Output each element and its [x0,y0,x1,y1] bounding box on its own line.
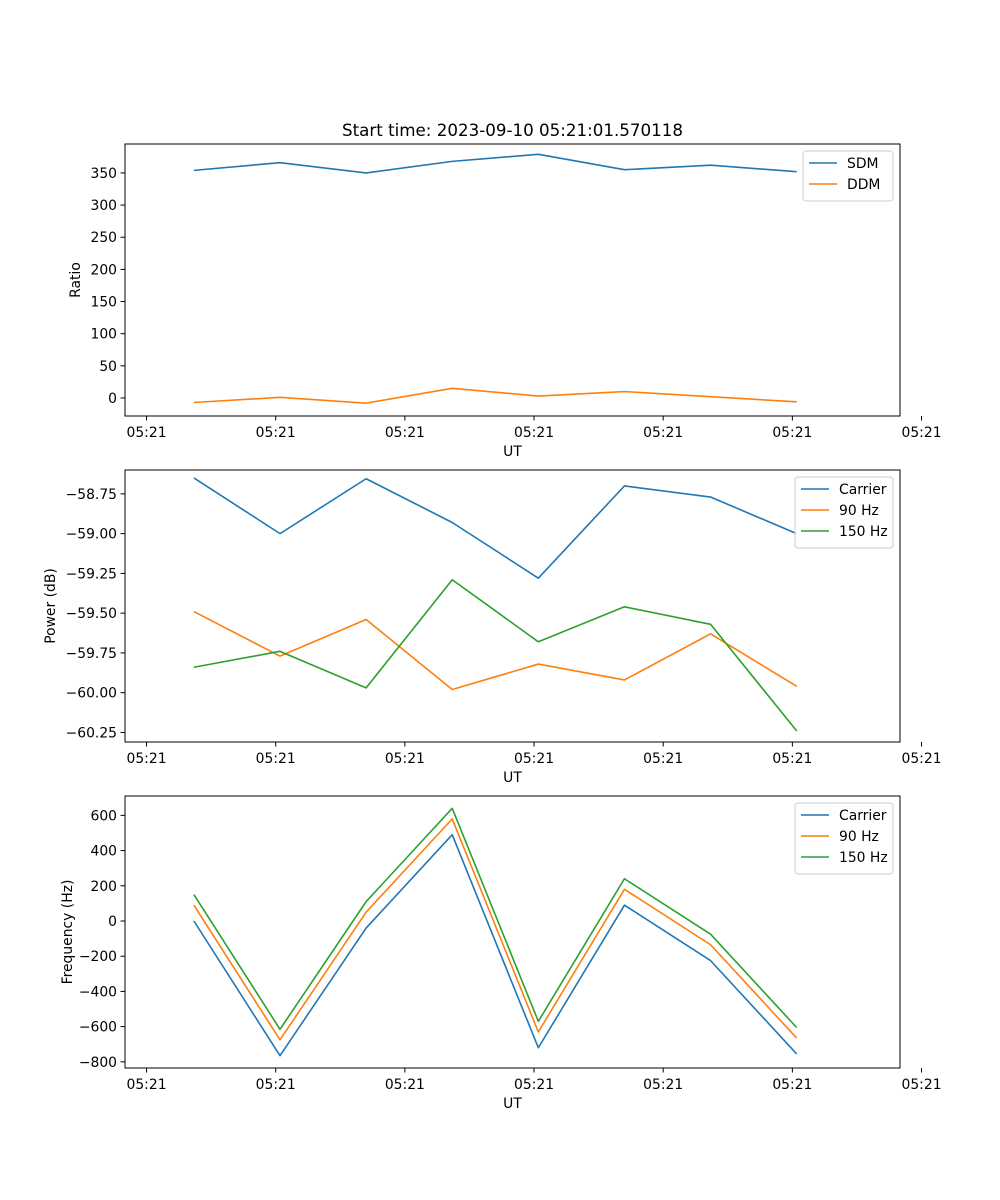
series-line-carrier [193,833,798,1057]
legend-label: SDM [847,156,879,172]
x-tick-label: 05:21 [385,425,425,441]
legend-label: 90 Hz [839,503,879,519]
chart-panel-1: 05:21 05:21 05:21 05:21 05:21 05:21 05:21 UT 0 50… [68,143,942,460]
y-tick-label: 100 [90,327,117,343]
x-axis: 05:21 05:21 05:21 05:21 05:21 05:21 05:21 [127,742,942,767]
x-axis-label: UT [503,444,522,460]
y-tick-label: −59.75 [66,646,117,662]
chart-panel-2: 05:21 05:21 05:21 05:21 05:21 05:21 05:21 UT −60… [43,469,942,786]
y-tick-label: −400 [79,984,117,1000]
legend-label: 150 Hz [839,524,888,540]
x-axis-label: UT [503,1096,522,1112]
x-tick-label: 05:21 [256,425,296,441]
x-tick-label: 05:21 [514,425,554,441]
axes-frame [124,795,901,1069]
x-tick-label: 05:21 [514,751,554,767]
y-tick-label: 250 [90,230,117,246]
legend: SDM DDM [802,150,894,202]
panels: 05:21 05:21 05:21 05:21 05:21 05:21 05:21 UT 0 50… [43,143,942,1112]
x-axis-label: UT [503,770,522,786]
y-tick-label: −59.25 [66,566,117,582]
x-tick-label: 05:21 [643,751,683,767]
x-tick-label: 05:21 [902,1077,942,1093]
series-group [193,807,798,1057]
y-tick-label: −600 [79,1020,117,1036]
y-tick-label: −59.00 [66,527,117,543]
x-axis: 05:21 05:21 05:21 05:21 05:21 05:21 05:21 [127,1068,942,1093]
series-line-150-hz [193,807,798,1031]
y-axis-label: Frequency (Hz) [60,880,76,985]
series-line-90-hz [193,610,798,691]
y-tick-label: 0 [108,391,117,407]
legend: Carrier 90 Hz 150 Hz [794,476,894,549]
y-tick-label: −800 [79,1055,117,1071]
legend-label: DDM [847,177,880,193]
x-tick-label: 05:21 [643,1077,683,1093]
series-line-ddm [193,387,797,404]
y-tick-label: −200 [79,949,117,965]
x-tick-label: 05:21 [385,1077,425,1093]
y-axis: 0 50 100 150 200 250 300 350 [90,166,125,407]
legend-label: Carrier [839,808,887,824]
legend-label: Carrier [839,482,887,498]
x-tick-label: 05:21 [385,751,425,767]
axes-frame [124,143,901,417]
y-tick-label: 50 [99,359,117,375]
x-tick-label: 05:21 [772,1077,812,1093]
y-axis-label: Power (dB) [43,568,59,644]
series-line-sdm [193,153,797,174]
x-tick-label: 05:21 [127,1077,167,1093]
series-line-150-hz [193,578,798,732]
x-tick-label: 05:21 [772,751,812,767]
y-tick-label: −60.25 [66,725,117,741]
y-axis-label: Ratio [68,262,84,298]
legend-label: 90 Hz [839,829,879,845]
x-tick-label: 05:21 [772,425,812,441]
y-tick-label: 400 [90,844,117,860]
y-tick-label: 200 [90,879,117,895]
legend-label: 150 Hz [839,850,888,866]
x-tick-label: 05:21 [902,751,942,767]
y-tick-label: −59.50 [66,606,117,622]
x-tick-label: 05:21 [902,425,942,441]
y-axis: −60.25 −60.00 −59.75 −59.50 −59.25 −59.00 −58.… [66,487,125,741]
x-tick-label: 05:21 [256,1077,296,1093]
y-axis: −800 −600 −400 −200 0 200 400 600 [79,808,125,1071]
y-tick-label: −58.75 [66,487,117,503]
y-tick-label: 350 [90,166,117,182]
y-tick-label: 300 [90,198,117,214]
y-tick-label: 200 [90,262,117,278]
x-tick-label: 05:21 [127,751,167,767]
x-tick-label: 05:21 [127,425,167,441]
x-tick-label: 05:21 [514,1077,554,1093]
legend: Carrier 90 Hz 150 Hz [794,802,894,875]
x-axis: 05:21 05:21 05:21 05:21 05:21 05:21 05:21 [127,416,942,441]
x-tick-label: 05:21 [256,751,296,767]
y-tick-label: 600 [90,808,117,824]
y-tick-label: 150 [90,295,117,311]
series-group [193,477,798,732]
series-line-90-hz [193,818,798,1041]
chart-panel-3: 05:21 05:21 05:21 05:21 05:21 05:21 05:21 UT −80… [60,795,942,1112]
x-tick-label: 05:21 [643,425,683,441]
figure-title: Start time: 2023-09-10 05:21:01.570118 [342,120,683,140]
y-tick-label: −60.00 [66,686,117,702]
series-line-carrier [193,477,797,579]
axes-frame [124,469,901,743]
y-tick-label: 0 [108,914,117,930]
series-group [193,153,797,404]
